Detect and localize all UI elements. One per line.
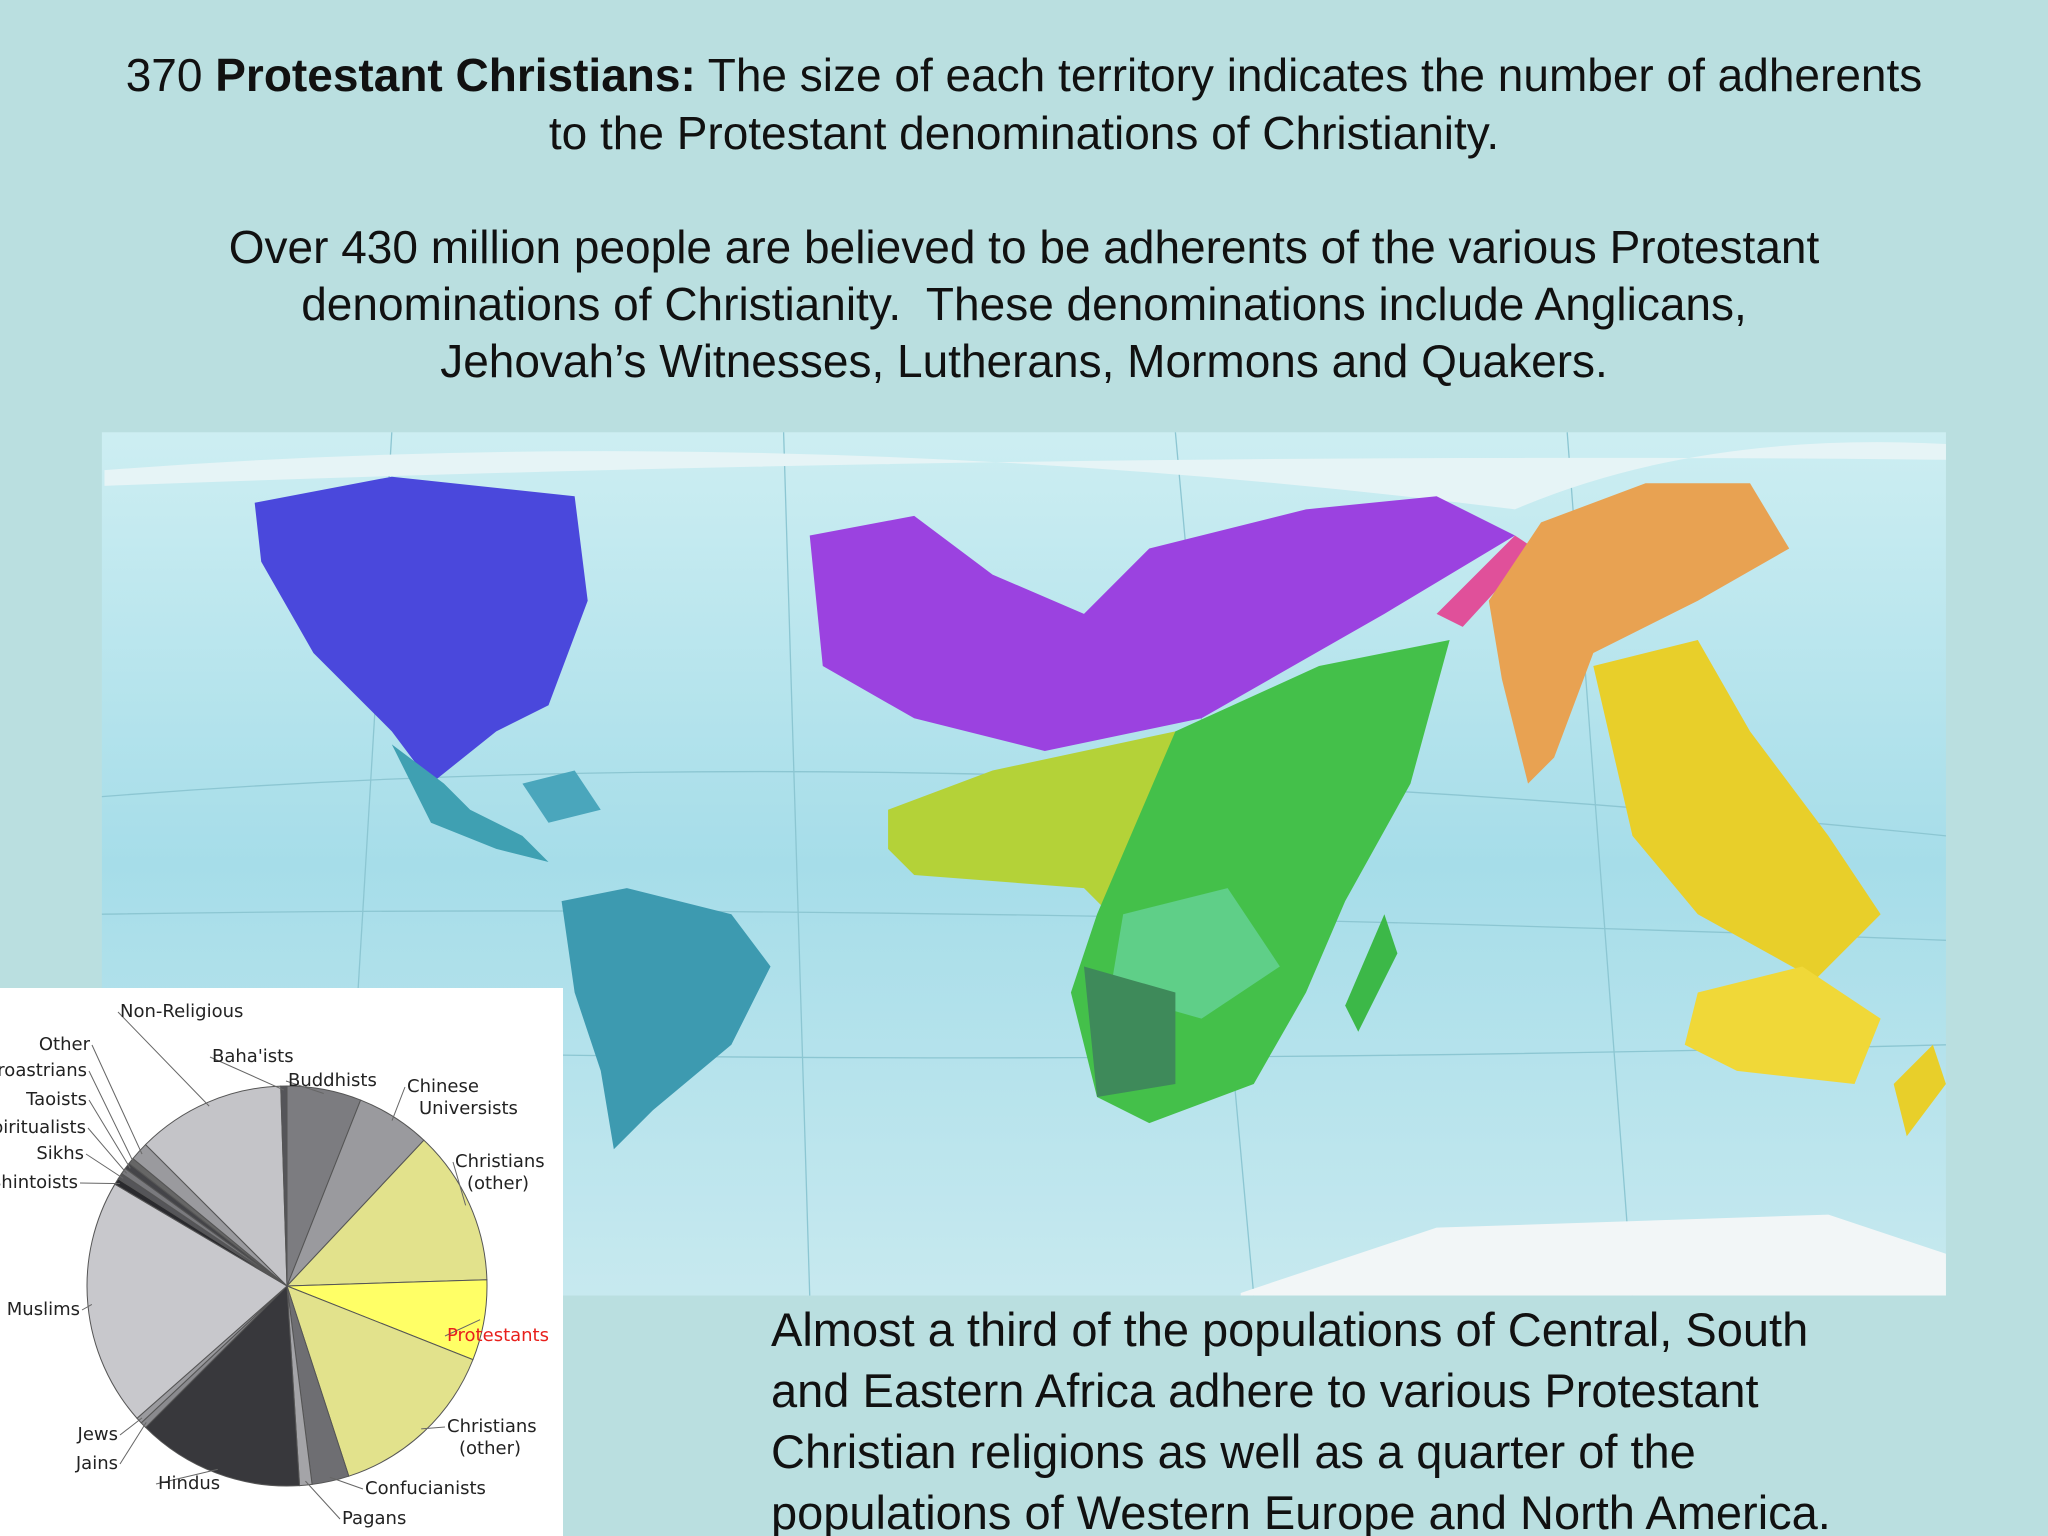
pie-label: Zoroastrians <box>0 1060 87 1081</box>
pie-label: Taoists <box>25 1089 87 1110</box>
pie-label: Buddhists <box>288 1070 377 1091</box>
leader-line <box>88 1099 131 1169</box>
leader-line <box>285 1080 324 1094</box>
pie-label: Jains <box>75 1453 118 1474</box>
pie-label: Protestants <box>447 1325 549 1346</box>
pie-slice <box>285 1139 488 1287</box>
pie-label: Christians (other) <box>455 1151 550 1194</box>
pie-label: Baha'ists <box>212 1046 294 1067</box>
leader-line <box>88 1070 135 1164</box>
pie-slice <box>280 1085 288 1287</box>
leader-line <box>209 1056 285 1091</box>
pie-slice <box>144 1284 301 1487</box>
intro-line: Over 430 million people are believed to … <box>228 221 1820 273</box>
pie-label: Christians (other) <box>447 1416 542 1459</box>
leader-line <box>305 1480 341 1520</box>
pie-chart: Buddhists Chinese Universists Christians (… <box>0 988 563 1536</box>
pie-slice <box>86 1183 288 1419</box>
leader-line <box>85 1153 124 1179</box>
caption-line: populations of Western Europe and North … <box>771 1486 1831 1536</box>
caption-line: Almost a third of the populations of Cen… <box>771 1303 1809 1356</box>
leader-line <box>452 1161 467 1206</box>
pie-label: Non-Religious <box>120 1001 243 1022</box>
pie-label: Jews <box>77 1424 118 1445</box>
pie-label: Muslims <box>7 1299 80 1320</box>
title-heading: Protestant Christians: <box>215 49 696 101</box>
leader-line <box>87 1127 128 1174</box>
pie-label: Pagans <box>342 1508 406 1529</box>
title: 370 Protestant Christians: The size of e… <box>119 46 1929 162</box>
leader-line <box>155 1468 218 1485</box>
pie-label: Confucianists <box>365 1478 486 1499</box>
intro-line: Jehovah’s Witnesses, Lutherans, Mormons … <box>440 335 1608 387</box>
leader-line <box>91 1044 143 1155</box>
pie-label: Chinese Universists <box>407 1076 518 1119</box>
title-text: The size of each territory indicates the… <box>548 49 1923 159</box>
leader-line <box>329 1476 364 1490</box>
leader-line <box>81 1304 93 1311</box>
leader-line <box>119 1417 143 1436</box>
leader-line <box>391 1086 406 1121</box>
leader-line <box>444 1319 481 1337</box>
caption-line: Christian religions as well as a quarter… <box>771 1425 1696 1478</box>
pie-label: Hindus <box>158 1473 220 1494</box>
intro-line: denominations of Christianity. These den… <box>301 278 1747 330</box>
pie-label: Shintoists <box>0 1172 78 1193</box>
pie-label: Sikhs <box>36 1143 84 1164</box>
pie-label: Spiritualists <box>0 1117 86 1138</box>
pie-label: Other <box>39 1034 91 1055</box>
leader-line <box>119 1422 147 1465</box>
pie-slice <box>144 1085 288 1288</box>
leader-line <box>421 1426 446 1430</box>
leader-line <box>79 1182 120 1185</box>
caption-line: and Eastern Africa adhere to various Pro… <box>771 1364 1759 1417</box>
title-number: 370 <box>125 49 203 101</box>
leader-line <box>117 1011 210 1107</box>
